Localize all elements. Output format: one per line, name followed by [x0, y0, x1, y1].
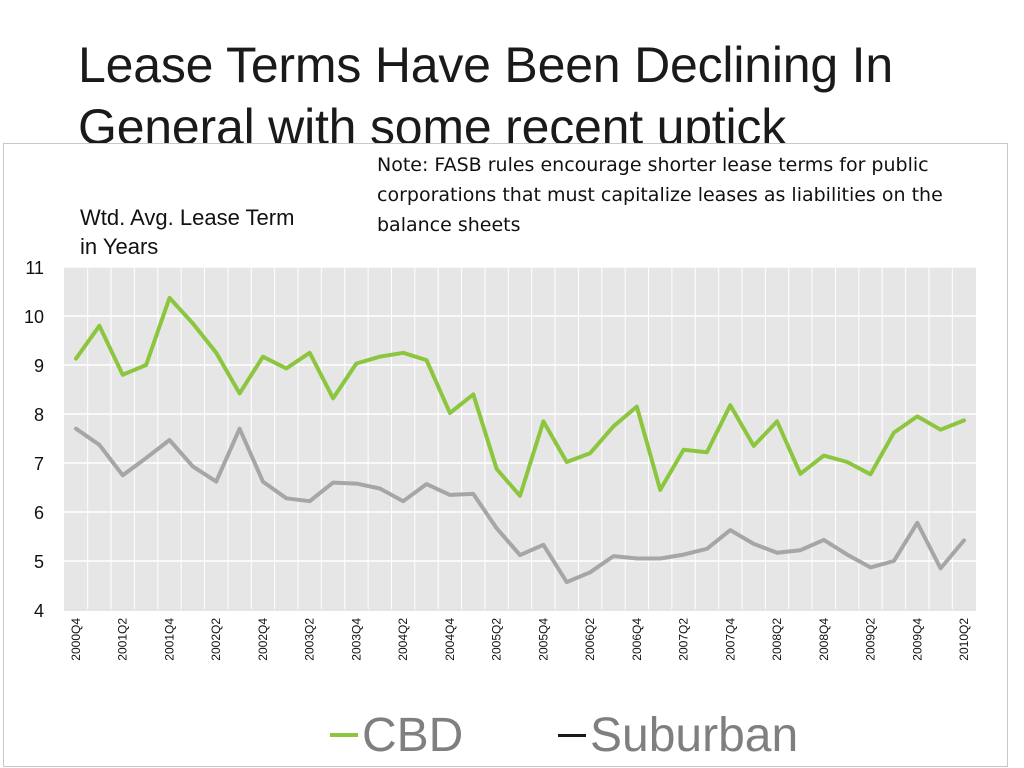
x-tick-label: 2007Q2 — [677, 618, 691, 661]
plot-area — [64, 267, 976, 610]
slide-title: Lease Terms Have Been Declining In Gener… — [78, 37, 893, 155]
y-tick-label: 6 — [34, 503, 44, 523]
y-tick-label: 10 — [24, 307, 44, 327]
x-tick-label: 2001Q4 — [162, 618, 176, 661]
legend-label-cbd: CBD — [362, 709, 464, 762]
x-tick-label: 2002Q4 — [256, 618, 270, 661]
x-tick-label: 2006Q4 — [630, 618, 644, 661]
x-tick-label: 2009Q2 — [864, 618, 878, 661]
legend-label-suburban: Suburban — [590, 709, 799, 762]
y-tick-label: 9 — [34, 356, 44, 376]
x-tick-label: 2001Q2 — [116, 618, 130, 661]
x-tick-label: 2004Q4 — [443, 618, 457, 661]
legend-item-cbd: CBD — [330, 706, 463, 766]
x-tick-label: 2005Q2 — [490, 618, 504, 661]
y-tick-label: 4 — [34, 601, 44, 621]
x-tick-label: 2008Q4 — [817, 618, 831, 661]
y-axis-label: Wtd. Avg. Lease Term in Years — [80, 205, 295, 259]
y-tick-label: 11 — [25, 258, 44, 278]
y-tick-label: 7 — [34, 454, 44, 474]
x-tick-label: 2002Q2 — [209, 618, 223, 661]
y-tick-label: 5 — [34, 552, 44, 572]
x-tick-label: 2008Q2 — [770, 618, 784, 661]
x-tick-label: 2003Q2 — [303, 618, 317, 661]
x-tick-label: 2004Q2 — [396, 618, 410, 661]
x-tick-label: 2009Q4 — [910, 618, 924, 661]
legend-swatch-cbd — [330, 733, 358, 738]
x-tick-label: 2007Q4 — [723, 618, 737, 661]
legend-swatch-suburban — [558, 733, 586, 737]
chart-note: Note: FASB rules encourage shorter lease… — [377, 154, 943, 236]
legend-item-suburban: Suburban — [558, 706, 798, 766]
x-tick-label: 2000Q4 — [69, 618, 83, 661]
y-tick-label: 8 — [34, 405, 44, 425]
x-tick-label: 2006Q2 — [583, 618, 597, 661]
x-tick-label: 2003Q4 — [349, 618, 363, 661]
x-tick-label: 2010Q2 — [957, 618, 971, 661]
x-tick-label: 2005Q4 — [536, 618, 550, 661]
